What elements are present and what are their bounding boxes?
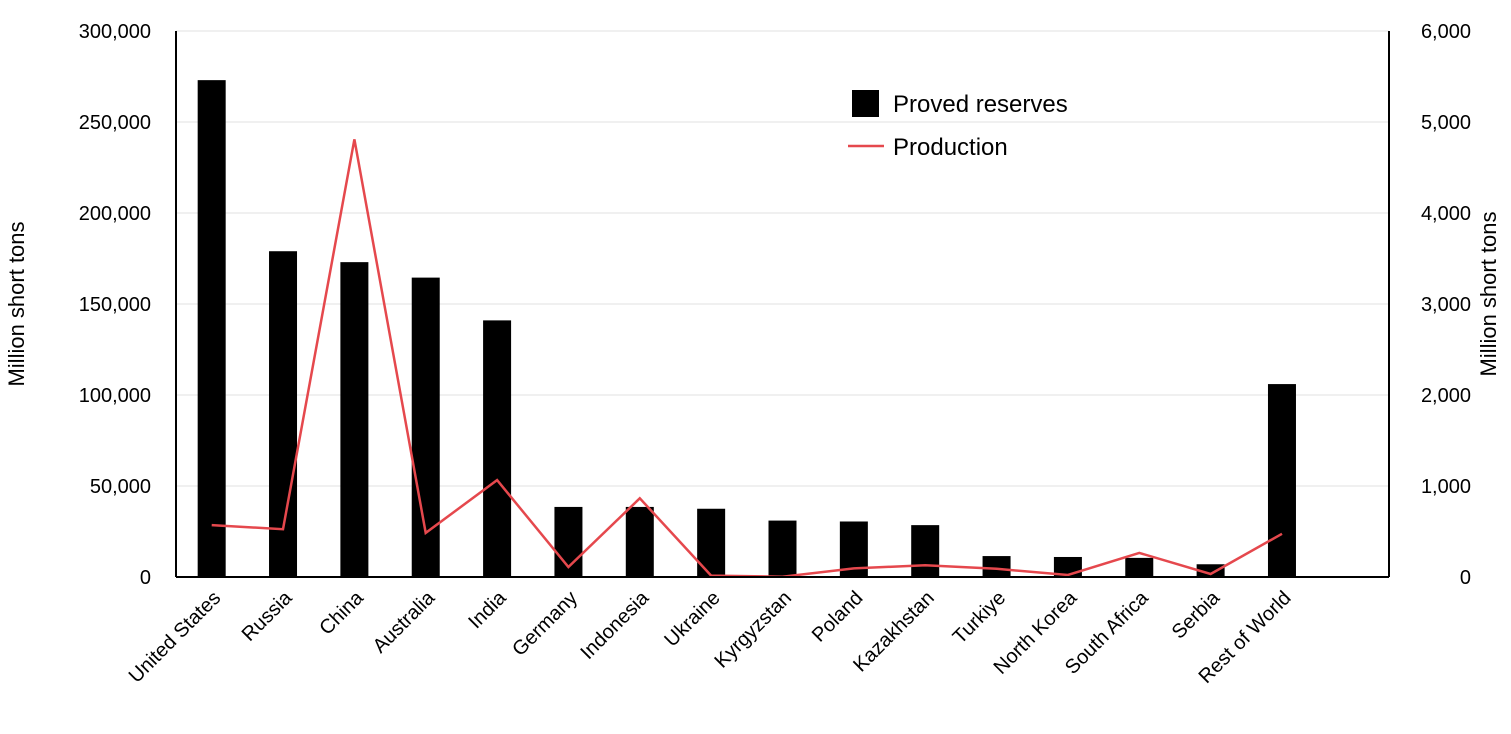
x-tick-label: Russia <box>238 586 297 645</box>
x-tick-label: Ukraine <box>660 587 724 651</box>
left-tick-label: 250,000 <box>79 112 151 134</box>
left-tick-label: 50,000 <box>90 476 151 498</box>
left-tick-label: 300,000 <box>79 21 151 43</box>
left-tick-label: 150,000 <box>79 294 151 316</box>
x-tick-label: India <box>464 586 511 633</box>
left-tick-label: 100,000 <box>79 385 151 407</box>
right-tick-label: 5,000 <box>1421 112 1471 134</box>
gridlines <box>176 30 1389 487</box>
bar-china <box>340 262 369 577</box>
x-tick-label: China <box>315 586 368 639</box>
bar-kazakhstan <box>911 525 940 577</box>
right-axis-title: Million short tons <box>1476 211 1501 376</box>
right-tick-label: 2,000 <box>1421 385 1471 407</box>
bar-south-africa <box>1125 557 1154 577</box>
right-tick-label: 1,000 <box>1421 476 1471 498</box>
bar-turkiye <box>982 556 1011 577</box>
x-tick-label: Turkiye <box>949 587 1010 648</box>
right-tick-label: 0 <box>1460 567 1471 589</box>
x-tick-label: Australia <box>369 586 440 657</box>
production-line <box>211 139 1283 578</box>
bar-kyrgyzstan <box>768 520 797 577</box>
bars <box>197 80 1296 577</box>
legend-label-production: Production <box>893 134 1008 161</box>
right-tick-label: 3,000 <box>1421 294 1471 316</box>
bar-serbia <box>1196 564 1225 577</box>
bar-india <box>483 320 512 577</box>
right-tick-label: 4,000 <box>1421 203 1471 225</box>
legend-label-reserves: Proved reserves <box>893 91 1068 118</box>
left-tick-label: 200,000 <box>79 203 151 225</box>
right-tick-label: 6,000 <box>1421 21 1471 43</box>
x-tick-label: Poland <box>808 587 868 647</box>
legend-swatch-reserves <box>852 90 879 117</box>
x-tick-label: Serbia <box>1168 586 1225 643</box>
x-tick-label: Germany <box>508 587 582 661</box>
x-tick-label: United States <box>125 587 225 687</box>
x-tick-labels: United States Russia China Australia IndiaGe… <box>125 586 1296 688</box>
bar-indonesia <box>625 506 654 577</box>
legend: Proved reserves Production <box>848 90 1068 161</box>
x-tick-label: Indonesia <box>576 586 654 664</box>
bar-rest-of-world <box>1267 384 1296 577</box>
bar-united-states <box>197 80 226 577</box>
right-tick-labels: 0 1,000 2,000 3,000 4,000 5,000 6,000 <box>1421 21 1471 589</box>
left-tick-labels: 0 50,000 100,000 150,000 200,000 250,000 300,0… <box>79 21 151 589</box>
x-tick-label: Kyrgyzstan <box>711 587 797 673</box>
left-axis-title: Million short tons <box>4 221 29 386</box>
axes <box>175 31 1390 578</box>
left-tick-label: 0 <box>140 567 151 589</box>
